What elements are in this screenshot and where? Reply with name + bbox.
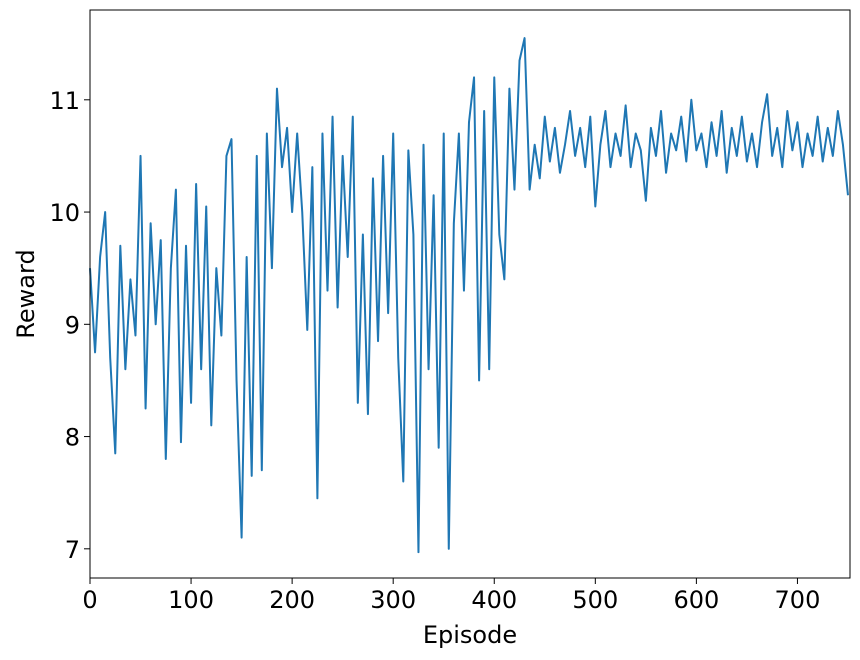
x-tick-label: 600 [673, 586, 719, 614]
x-tick-label: 700 [775, 586, 821, 614]
x-tick-label: 400 [471, 586, 517, 614]
y-tick-label: 7 [65, 536, 80, 564]
x-tick-label: 200 [269, 586, 315, 614]
x-tick-label: 300 [370, 586, 416, 614]
y-tick-label: 11 [49, 87, 80, 115]
x-tick-label: 100 [168, 586, 214, 614]
x-tick-label: 0 [82, 586, 97, 614]
x-axis-label: Episode [423, 621, 517, 649]
y-tick-label: 9 [65, 311, 80, 339]
line-series [89, 37, 849, 554]
y-axis-label: Reward [12, 249, 40, 338]
y-tick-label: 10 [49, 199, 80, 227]
y-tick-label: 8 [65, 424, 80, 452]
plot-frame [89, 9, 851, 579]
x-tick-label: 500 [572, 586, 618, 614]
